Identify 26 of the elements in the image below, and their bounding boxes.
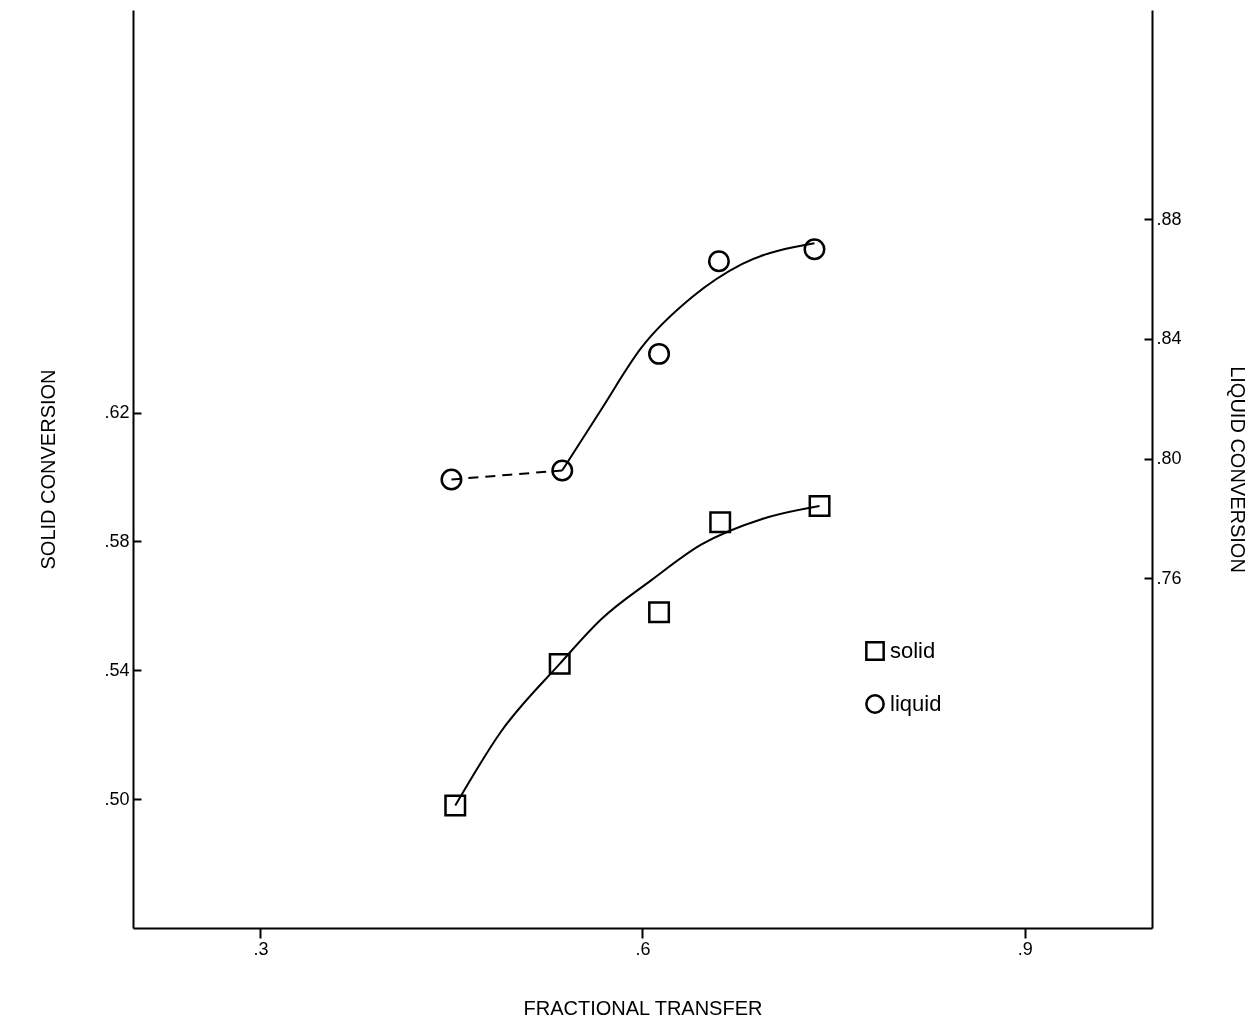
- y2-tick-label: .76: [1156, 567, 1182, 588]
- y2-tick-label: .80: [1156, 448, 1182, 469]
- x-axis-title: FRACTIONAL TRANSFER: [523, 996, 763, 1019]
- x-tick-label: .3: [253, 938, 269, 959]
- point: [440, 468, 463, 491]
- y-tick-label: .62: [104, 402, 130, 423]
- point: [803, 238, 826, 261]
- point: [551, 459, 574, 482]
- y2-axis-title: LIQUID CONVERSION: [1226, 366, 1249, 573]
- legend-label: solid: [890, 638, 936, 663]
- point: [648, 342, 671, 365]
- point: [648, 601, 671, 624]
- y2-tick-label: .88: [1156, 208, 1182, 229]
- y2-tick-label: .84: [1156, 328, 1182, 349]
- y-tick-label: .58: [104, 530, 130, 551]
- y-tick-label: .54: [104, 659, 130, 680]
- point: [548, 652, 571, 675]
- y-tick-label: .50: [104, 788, 130, 809]
- x-tick-label: .6: [635, 938, 651, 959]
- point: [808, 495, 831, 518]
- legend-label: liquid: [890, 691, 942, 716]
- point: [709, 511, 732, 534]
- y-axis-title: SOLID CONVERSION: [37, 369, 60, 570]
- x-tick-label: .9: [1017, 938, 1033, 959]
- point: [707, 250, 730, 273]
- point: [444, 794, 467, 817]
